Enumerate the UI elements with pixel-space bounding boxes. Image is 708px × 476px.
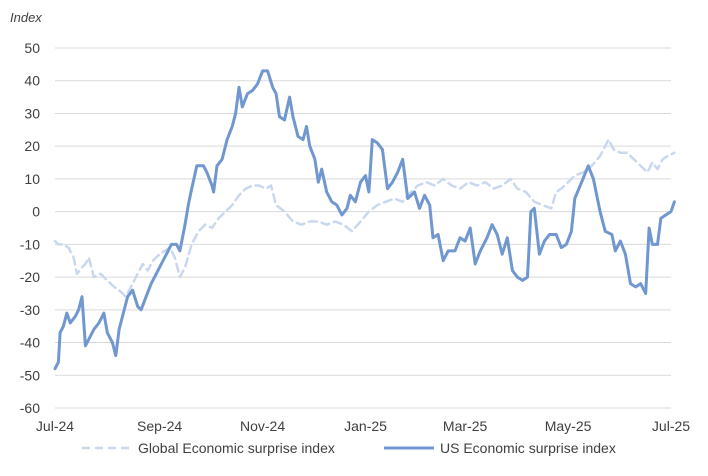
- x-tick-label: Nov-24: [240, 418, 285, 434]
- y-tick-label: 10: [24, 171, 40, 187]
- series-line-global: [53, 138, 676, 298]
- y-tick-label: -30: [20, 302, 40, 318]
- series-lines: [53, 69, 676, 371]
- legend: Global Economic surprise index US Econom…: [82, 440, 616, 456]
- y-tick-label: -40: [20, 335, 40, 351]
- y-tick-label: 20: [24, 138, 40, 154]
- y-tick-label: -60: [20, 400, 40, 416]
- gridlines: [55, 47, 671, 409]
- y-tick-label: -20: [20, 269, 40, 285]
- x-tick-label: Jul-24: [36, 418, 74, 434]
- x-tick-label: Mar-25: [443, 418, 488, 434]
- y-tick-label: 30: [24, 105, 40, 121]
- y-axis-ticks: 50 40 30 20 10 0 -10 -20 -30 -40 -50 -60: [20, 40, 40, 416]
- y-tick-label: 40: [24, 73, 40, 89]
- y-tick-label: 0: [32, 204, 40, 220]
- x-tick-label: May-25: [545, 418, 592, 434]
- x-axis-ticks: Jul-24 Sep-24 Nov-24 Jan-25 Mar-25 May-25 Jul-…: [36, 418, 690, 434]
- y-tick-label: -50: [20, 367, 40, 383]
- legend-label-us: US Economic surprise index: [440, 440, 616, 456]
- y-axis-label: Index: [10, 10, 42, 25]
- y-tick-label: -10: [20, 236, 40, 252]
- legend-label-global: Global Economic surprise index: [138, 440, 335, 456]
- x-tick-label: Jan-25: [344, 418, 387, 434]
- series-line-us: [53, 69, 676, 371]
- x-tick-label: Sep-24: [137, 418, 182, 434]
- y-tick-label: 50: [24, 40, 40, 56]
- x-tick-label: Jul-25: [652, 418, 690, 434]
